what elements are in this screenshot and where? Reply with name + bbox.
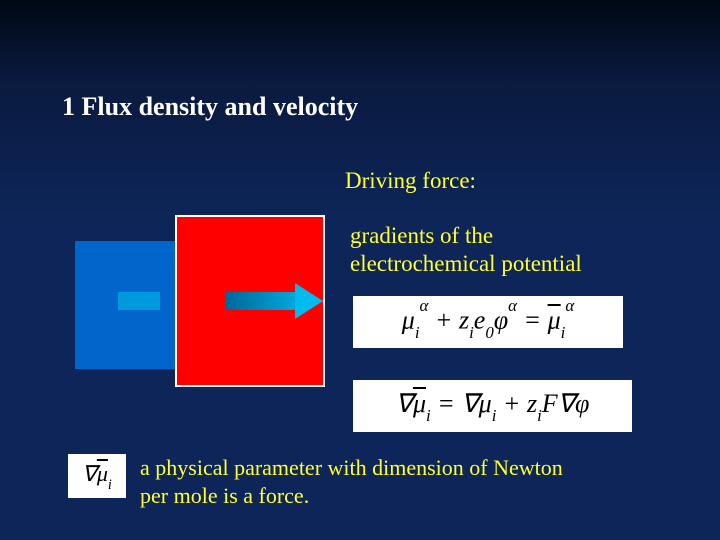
gradients-line-1: gradients of the <box>350 223 493 248</box>
equation-box-3: ∇μi <box>68 454 126 498</box>
physical-parameter-text: a physical parameter with dimension of N… <box>140 454 563 509</box>
slide-title: 1 Flux density and velocity <box>62 92 358 122</box>
equation-box-1: μiα + zie0φα = μiα <box>353 296 623 348</box>
small-blue-bar <box>118 292 160 310</box>
equation-box-2: ∇μi = ∇μi + ziF∇φ <box>353 380 632 432</box>
physical-param-line-2: per mole is a force. <box>140 483 309 508</box>
equation-1: μiα + zie0φα = μiα <box>402 304 574 340</box>
arrow <box>225 283 325 318</box>
driving-force-label: Driving force: <box>345 168 476 194</box>
arrow-shaft <box>225 292 297 310</box>
arrow-head <box>295 283 323 319</box>
gradients-line-2: electrochemical potential <box>350 251 582 276</box>
equation-3: ∇μi <box>82 461 112 491</box>
physical-param-line-1: a physical parameter with dimension of N… <box>140 455 563 480</box>
equation-2: ∇μi = ∇μi + ziF∇φ <box>396 389 590 423</box>
gradients-text: gradients of the electrochemical potenti… <box>350 222 582 277</box>
